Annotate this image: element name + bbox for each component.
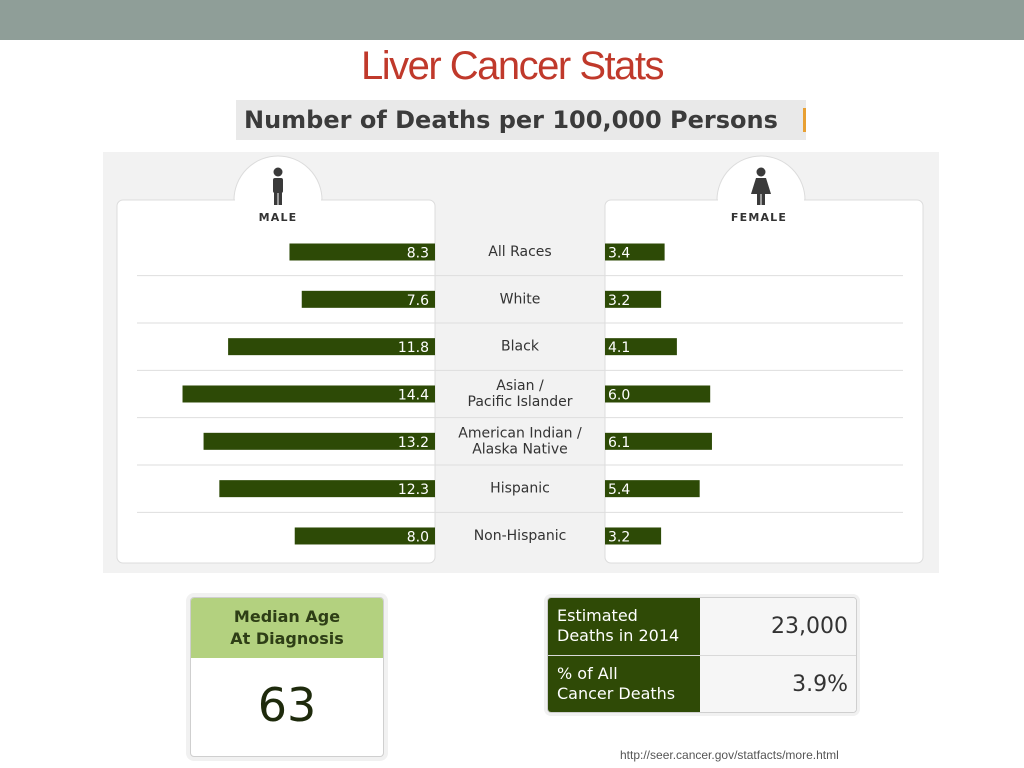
female-person-icon — [751, 167, 771, 205]
female-bar — [605, 432, 712, 450]
category-label-line: White — [500, 291, 541, 307]
female-bar — [605, 527, 662, 545]
slide-title: Liver Cancer Stats — [360, 44, 665, 88]
male-value-label: 14.4 — [398, 387, 429, 403]
male-person-icon — [273, 167, 283, 205]
female-bar — [605, 243, 665, 261]
female-value-label: 6.1 — [608, 435, 630, 451]
heading-accent — [803, 108, 806, 132]
category-label-line: Non-Hispanic — [474, 528, 567, 544]
category-label: American Indian / Alaska Native — [458, 425, 582, 457]
category-label-line: Alaska Native — [472, 441, 568, 457]
category-label: Non-Hispanic — [474, 528, 567, 544]
male-series-label: MALE — [259, 211, 298, 224]
median-age-label-line1: Median Age — [233, 607, 341, 626]
category-label-line: Hispanic — [490, 481, 550, 497]
stats-label: Estimated Deaths in 2014 — [548, 598, 700, 655]
female-value-label: 3.2 — [608, 529, 630, 545]
median-age-card: Median Age At Diagnosis 63 — [190, 597, 384, 757]
male-value-label: 8.3 — [407, 246, 429, 262]
category-label-line: Black — [501, 339, 540, 355]
male-value-label: 13.2 — [398, 435, 429, 451]
median-age-value: 63 — [257, 678, 317, 732]
category-label-line: All Races — [488, 244, 551, 260]
median-age-label-line2: At Diagnosis — [230, 629, 344, 648]
female-bar — [605, 290, 662, 308]
chart-panel: MALE FEMALE 8.3 3.4 All Races 7.6 3.2 White 11… — [103, 152, 939, 573]
male-value-label: 8.0 — [407, 529, 429, 545]
female-bar — [605, 385, 711, 403]
female-value-label: 3.2 — [608, 293, 630, 309]
female-bar — [605, 338, 677, 356]
male-bar — [203, 432, 435, 450]
stats-value-estimated-deaths: 23,000 — [700, 598, 856, 655]
male-bar — [289, 243, 435, 261]
stats-row-estimated-deaths: Estimated Deaths in 2014 23,000 — [548, 598, 856, 655]
male-bar — [228, 338, 435, 356]
male-bar — [294, 527, 435, 545]
stats-label-line2: Cancer Deaths — [557, 684, 676, 703]
category-label: Asian / Pacific Islander — [468, 378, 573, 410]
female-bar — [605, 480, 700, 498]
male-value-label: 11.8 — [398, 340, 429, 356]
stats-row-percent-deaths: % of All Cancer Deaths 3.9% — [548, 655, 856, 712]
category-label-line: American Indian / — [458, 425, 582, 441]
female-value-label: 4.1 — [608, 340, 630, 356]
source-link[interactable]: http://seer.cancer.gov/statfacts/more.ht… — [620, 748, 839, 762]
female-value-label: 6.0 — [608, 387, 630, 403]
female-value-label: 3.4 — [608, 246, 630, 262]
category-label: Hispanic — [490, 481, 550, 497]
stats-label-line1: Estimated — [557, 606, 638, 625]
female-value-label: 5.4 — [608, 482, 630, 498]
male-bar — [219, 480, 435, 498]
category-label: All Races — [488, 244, 551, 260]
male-bar — [301, 290, 435, 308]
male-value-label: 12.3 — [398, 482, 429, 498]
category-label: Black — [501, 339, 540, 355]
deaths-stats-table: Estimated Deaths in 2014 23,000 % of All… — [547, 597, 857, 713]
category-label: White — [500, 291, 541, 307]
chart-heading-text: Number of Deaths per 100,000 Persons — [244, 106, 778, 134]
category-label-line: Pacific Islander — [468, 394, 573, 410]
top-bar — [0, 0, 1024, 40]
category-label-line: Asian / — [496, 378, 544, 394]
median-age-header: Median Age At Diagnosis — [191, 598, 383, 658]
stats-label-line2: Deaths in 2014 — [557, 626, 680, 645]
male-bar — [182, 385, 435, 403]
butterfly-chart: MALE FEMALE 8.3 3.4 All Races 7.6 3.2 White 11… — [116, 155, 924, 564]
stats-label: % of All Cancer Deaths — [548, 656, 700, 712]
male-value-label: 7.6 — [407, 293, 429, 309]
female-series-label: FEMALE — [731, 211, 787, 224]
stats-value-percent-deaths: 3.9% — [700, 656, 856, 712]
chart-heading: Number of Deaths per 100,000 Persons — [236, 100, 806, 140]
stats-label-line1: % of All — [557, 664, 618, 683]
